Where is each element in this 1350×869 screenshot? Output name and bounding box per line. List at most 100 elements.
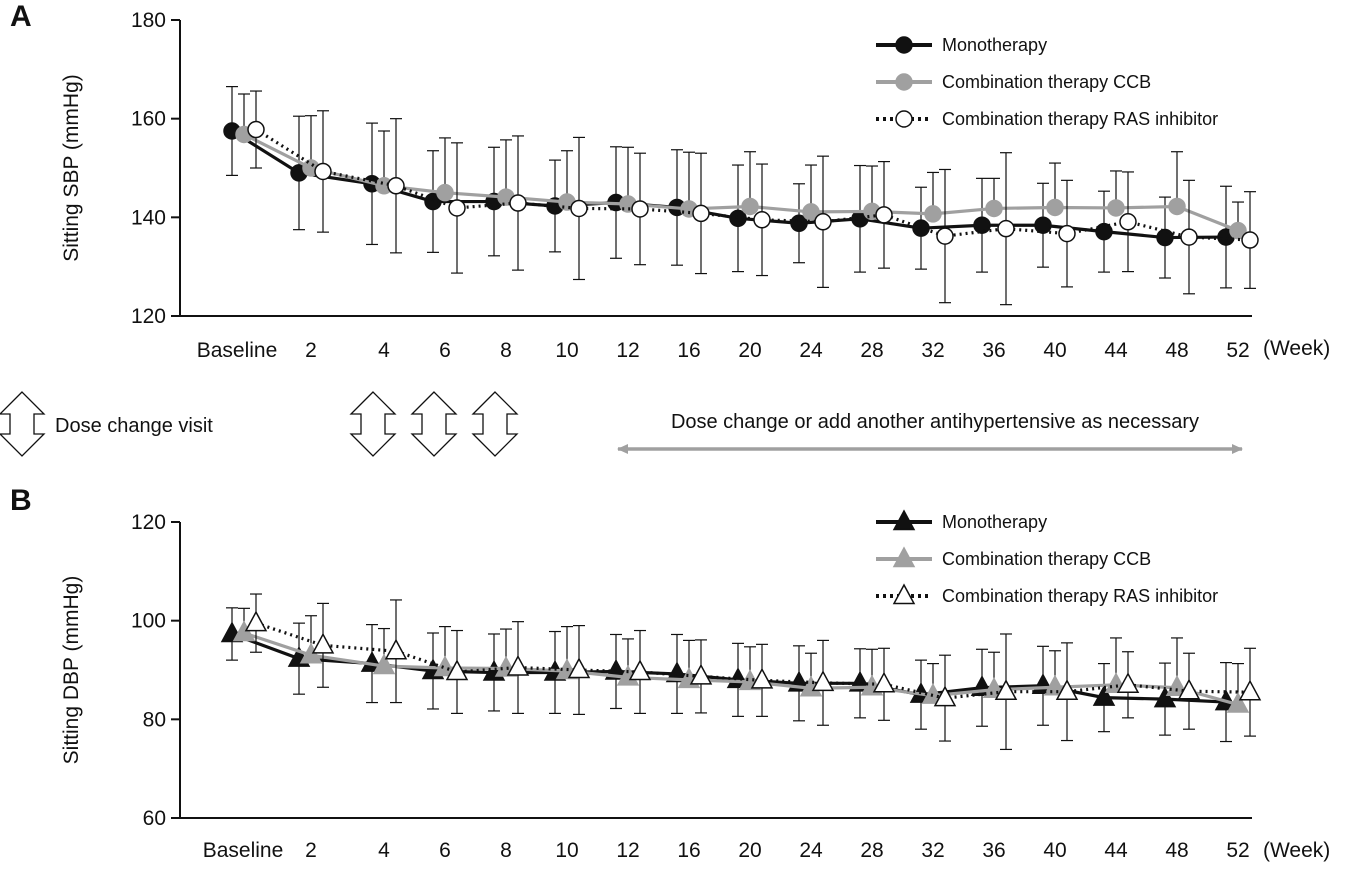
data-point: [692, 204, 710, 223]
data-point: [436, 183, 454, 202]
data-point: [1177, 678, 1201, 700]
x-tick-label: 2: [305, 339, 317, 362]
x-tick-label: 4: [378, 839, 390, 862]
series-ras-inhibitor: [244, 593, 1262, 751]
data-point: [750, 667, 774, 689]
data-point: [872, 671, 896, 693]
x-tick-label: 48: [1165, 839, 1188, 862]
x-tick-label: 52: [1226, 339, 1249, 362]
legend-label: Monotherapy: [942, 512, 1047, 532]
data-point: [631, 200, 649, 218]
x-tick-label: 16: [677, 839, 700, 862]
data-point: [790, 214, 808, 233]
legend-label: Combination therapy RAS inhibitor: [942, 109, 1218, 129]
legend-swatch-marker: [892, 546, 916, 568]
x-tick-label: 16: [677, 339, 700, 362]
data-point: [387, 177, 405, 195]
series-ras-inhibitor: [247, 90, 1259, 306]
legend: Monotherapy Combination therapy CCB Combin…: [876, 509, 1218, 606]
data-point: [384, 638, 408, 660]
y-tick-label: 180: [131, 9, 166, 32]
x-tick-label: 52: [1226, 839, 1249, 862]
x-tick-label: 48: [1165, 339, 1188, 362]
data-point: [1226, 691, 1250, 713]
data-point: [665, 661, 689, 683]
data-point: [994, 679, 1018, 700]
data-point: [689, 663, 713, 685]
data-point: [247, 120, 265, 139]
x-tick-label: 4: [378, 339, 390, 362]
dose-change-visit-label: Dose change visit: [55, 415, 213, 437]
legend-swatch-marker: [892, 509, 916, 531]
panel-b-letter: B: [10, 484, 32, 517]
data-point: [506, 654, 530, 676]
x-tick-label: 6: [439, 339, 451, 362]
data-point: [509, 194, 527, 212]
data-point: [1168, 197, 1186, 216]
x-tick-label: 10: [555, 839, 578, 862]
data-point: [244, 610, 268, 632]
data-point: [814, 213, 832, 231]
data-point: [741, 197, 759, 216]
x-tick-label: 36: [982, 339, 1005, 362]
data-point: [912, 219, 930, 237]
panel-a-letter: A: [10, 0, 32, 33]
data-point: [1153, 686, 1177, 708]
dose-change-visit-key: Dose change visit: [0, 391, 213, 457]
data-point: [1046, 198, 1064, 217]
legend: Monotherapy Combination therapy CCB Combin…: [876, 35, 1218, 129]
dose-change-arrow-icon: [0, 391, 46, 457]
dose-change-arrows: [349, 391, 519, 457]
data-point: [973, 216, 991, 234]
x-tick-label: 44: [1104, 339, 1128, 362]
x-tick-label: 8: [500, 339, 512, 362]
y-axis-title: Sitting SBP (mmHg): [60, 74, 83, 262]
y-tick-label: 120: [131, 305, 166, 328]
x-tick-label: 36: [982, 839, 1005, 862]
data-point: [1156, 228, 1174, 247]
x-tick-label: 2: [305, 839, 317, 862]
legend-label: Combination therapy RAS inhibitor: [942, 586, 1218, 606]
data-point: [729, 209, 747, 228]
legend-label: Combination therapy CCB: [942, 72, 1151, 92]
y-tick-label: 100: [131, 610, 166, 633]
data-point: [1092, 685, 1116, 706]
data-point: [1034, 216, 1052, 234]
x-tick-label: 20: [738, 339, 761, 362]
data-point: [811, 670, 835, 692]
data-point: [875, 206, 893, 224]
data-point: [985, 199, 1003, 218]
data-point: [1241, 231, 1259, 249]
data-point: [1116, 672, 1140, 694]
x-unit-label: (Week): [1263, 839, 1330, 862]
data-point: [753, 211, 771, 229]
x-tick-label: 32: [921, 839, 944, 862]
y-tick-label: 60: [143, 807, 166, 830]
x-tick-label: Baseline: [203, 839, 284, 862]
y-tick-label: 120: [131, 511, 166, 534]
x-tick-label: 20: [738, 839, 761, 862]
data-point: [1043, 674, 1067, 696]
data-point: [924, 205, 942, 223]
dose-change-note-label: Dose change or add another antihypertens…: [671, 411, 1199, 433]
series-line: [255, 128, 1251, 242]
data-point: [1180, 228, 1198, 246]
series-monotherapy: [220, 607, 1238, 743]
x-tick-label: 6: [439, 839, 451, 862]
legend-swatch-marker: [895, 73, 913, 91]
data-point: [1058, 224, 1076, 243]
data-point: [628, 659, 652, 681]
x-tick-label: 28: [860, 839, 883, 862]
data-point: [372, 653, 396, 675]
legend-swatch-marker: [895, 110, 913, 128]
dose-change-note: Dose change or add another antihypertens…: [617, 411, 1243, 454]
x-tick-label: 32: [921, 339, 944, 362]
legend-swatch-marker: [892, 583, 916, 605]
data-point: [1055, 679, 1079, 700]
y-tick-label: 160: [131, 108, 166, 131]
data-point: [567, 657, 591, 679]
data-point: [1107, 199, 1125, 217]
data-point: [445, 659, 469, 681]
